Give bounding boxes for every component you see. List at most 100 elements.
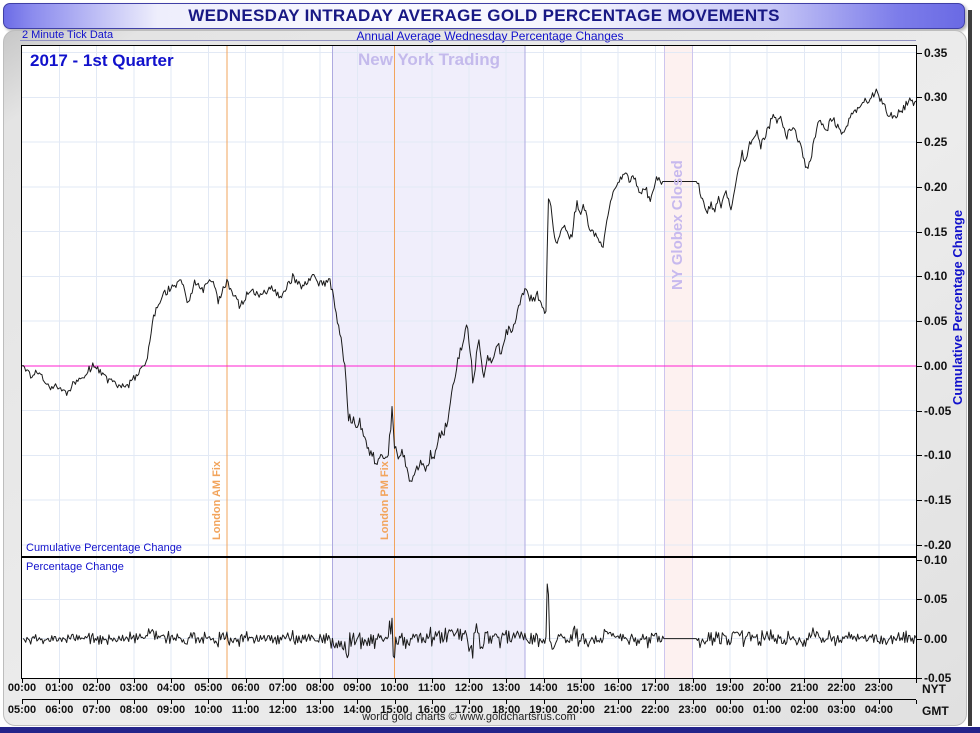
- cumulative-series-line: [22, 88, 916, 482]
- x-axis-tick-label-nyt: 08:00: [305, 682, 335, 694]
- x-axis-tick-gmt: [245, 700, 247, 704]
- x-axis-tick-gmt: [96, 700, 98, 704]
- y-axis-tick-label: 0.25: [924, 135, 948, 150]
- x-axis-tick-label-gmt: 09:00: [156, 704, 186, 716]
- percentage-change-series-line: [22, 583, 916, 659]
- y-axis-tick-label: -0.05: [924, 671, 952, 685]
- x-axis-tick-gmt: [878, 700, 880, 704]
- y-axis-tick-label: 0.20: [924, 179, 948, 194]
- x-axis-tick-label-gmt: 08:00: [119, 704, 148, 716]
- x-axis-tick-nyt: [96, 679, 98, 683]
- y-axis-tick: [916, 365, 922, 367]
- percentage-corner-label: Percentage Change: [26, 561, 124, 573]
- x-axis-tick-nyt: [729, 679, 731, 683]
- x-axis-tick-label-gmt: 01:00: [752, 704, 782, 716]
- x-axis-tick-gmt: [320, 700, 321, 704]
- x-axis-tick-label-nyt: 21:00: [790, 682, 819, 694]
- x-axis-tick-label-gmt: 02:00: [790, 704, 819, 716]
- gmt-axis-suffix: GMT: [922, 704, 949, 718]
- x-axis-tick-label-nyt: 15:00: [566, 682, 595, 694]
- chart-title: WEDNESDAY INTRADAY AVERAGE GOLD PERCENTA…: [188, 6, 780, 25]
- y-axis-tick: [916, 186, 922, 188]
- x-axis-tick-nyt: [841, 679, 843, 683]
- x-axis-tick-label-gmt: 22:00: [641, 704, 670, 716]
- x-axis-tick-label-nyt: 16:00: [603, 682, 633, 694]
- y-axis-tick: [916, 500, 922, 502]
- x-axis-tick-gmt: [431, 700, 433, 704]
- x-axis-tick-nyt: [357, 679, 359, 683]
- x-axis-tick-nyt: [394, 679, 396, 683]
- x-axis-tick-gmt: [282, 700, 284, 704]
- y-axis-tick-label: 0.00: [924, 358, 948, 373]
- x-axis-tick-label-gmt: 21:00: [603, 704, 633, 716]
- x-axis-tick-gmt: [543, 700, 545, 704]
- x-axis-tick-nyt: [506, 679, 508, 683]
- right-axis-title: Cumulative Percentage Change: [950, 209, 965, 405]
- x-axis-tick-label-nyt: 03:00: [119, 682, 148, 694]
- x-axis-tick-nyt: [245, 679, 247, 683]
- y-axis-tick: [916, 52, 922, 54]
- x-axis-tick-nyt: [692, 679, 694, 683]
- x-axis-tick-gmt: [171, 700, 172, 704]
- x-axis-tick-nyt: [804, 679, 806, 683]
- bottom-frame-strip: [0, 727, 980, 733]
- x-axis-tick-gmt: [804, 700, 806, 704]
- x-axis-tick-gmt: [506, 700, 508, 704]
- x-axis-tick-label-gmt: 19:00: [529, 704, 558, 716]
- header-rule: [20, 40, 916, 41]
- y-axis-tick: [916, 638, 922, 640]
- x-axis-tick-label-gmt: 03:00: [827, 704, 856, 716]
- x-axis-tick-nyt: [543, 679, 545, 683]
- x-axis-tick-label-gmt: 00:00: [715, 704, 744, 716]
- y-axis-tick-label: 0.15: [924, 224, 948, 239]
- x-axis-tick-nyt: [878, 679, 880, 683]
- y-axis-tick-label: -0.20: [924, 537, 952, 552]
- y-axis-tick: [916, 560, 922, 561]
- y-axis-tick-label: 0.10: [924, 269, 948, 284]
- y-axis-tick: [916, 599, 922, 601]
- x-axis-tick-label-nyt: 23:00: [864, 682, 893, 694]
- y-axis-tick: [916, 410, 922, 412]
- y-axis-tick-label: -0.10: [924, 448, 952, 463]
- y-axis-tick-label: 0.10: [924, 553, 948, 567]
- ny-globex-closed-label: NY Globex Closed: [669, 160, 686, 290]
- x-axis-tick-label-nyt: 04:00: [156, 682, 186, 694]
- y-axis-tick: [916, 678, 922, 679]
- quarter-label: 2017 - 1st Quarter: [30, 51, 174, 70]
- x-axis-tick-label-gmt: 04:00: [864, 704, 893, 716]
- x-axis-tick-gmt: [469, 700, 470, 704]
- y-axis-tick: [916, 544, 922, 546]
- ny-trading-session-label: New York Trading: [357, 50, 501, 69]
- x-axis-tick-gmt: [692, 700, 694, 704]
- london-am-fix-label: London AM Fix: [211, 460, 223, 540]
- y-axis-tick-label: 0.30: [924, 90, 948, 105]
- x-axis-tick-gmt: [208, 700, 210, 704]
- x-axis-tick-label-gmt: 23:00: [678, 704, 707, 716]
- x-axis-tick-label-nyt: 20:00: [752, 682, 782, 694]
- x-axis-tick-label-nyt: 22:00: [827, 682, 856, 694]
- subtitle-link[interactable]: Annual Average Wednesday Percentage Chan…: [356, 29, 624, 43]
- x-axis-tick-gmt: [916, 700, 917, 704]
- cumulative-series-svg: [22, 46, 916, 556]
- source-caption: world gold charts © www.goldchartsrus.co…: [362, 711, 576, 723]
- x-axis-tick-gmt: [22, 700, 23, 704]
- x-axis-tick-nyt: [22, 679, 23, 683]
- x-axis-tick-label-nyt: 18:00: [678, 682, 707, 694]
- x-axis-tick-nyt: [208, 679, 210, 683]
- percentage-change-series-svg: [22, 558, 916, 678]
- x-axis-tick-gmt: [357, 700, 359, 704]
- x-axis-tick-label-nyt: 06:00: [231, 682, 260, 694]
- x-axis-tick-label-nyt: 00:00: [7, 682, 37, 694]
- x-axis-tick-gmt: [59, 700, 61, 704]
- y-axis-tick: [916, 142, 922, 144]
- x-axis-tick-nyt: [469, 679, 470, 683]
- y-axis-tick: [916, 97, 922, 99]
- x-axis-tick-label-nyt: 13:00: [492, 682, 521, 694]
- nyt-axis-suffix: NYT: [922, 682, 946, 696]
- x-axis-tick-label-gmt: 18:00: [492, 704, 521, 716]
- percentage-change-panel-plot: [21, 557, 917, 679]
- x-axis-tick-nyt: [655, 679, 657, 683]
- x-axis-tick-nyt: [580, 679, 582, 683]
- x-axis-tick-nyt: [59, 679, 61, 683]
- x-axis-tick-label-nyt: 07:00: [268, 682, 297, 694]
